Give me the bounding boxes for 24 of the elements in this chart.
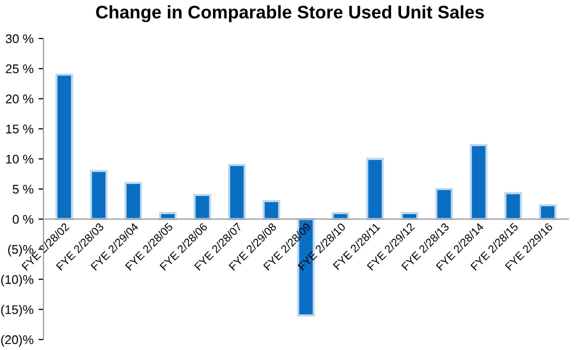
- bar: [124, 182, 142, 220]
- y-tick-label: 5 %: [12, 184, 34, 194]
- bar: [470, 144, 488, 220]
- bar: [538, 204, 556, 220]
- y-tick-label: 30 %: [6, 34, 34, 44]
- bar: [435, 188, 453, 220]
- bar: [332, 212, 350, 220]
- y-tick-label: (15)%: [1, 304, 34, 317]
- y-tick-label: (20)%: [1, 334, 34, 347]
- y-tick-label: 25 %: [6, 64, 34, 74]
- bar: [55, 74, 74, 220]
- bar: [90, 170, 108, 220]
- bar: [400, 212, 418, 220]
- y-tick-label: 0 %: [12, 214, 34, 224]
- bar: [366, 158, 384, 220]
- bar: [262, 200, 280, 220]
- bar: [504, 192, 522, 220]
- y-tick-label: 10 %: [6, 154, 34, 164]
- bar: [194, 194, 212, 220]
- chart-title: Change in Comparable Store Used Unit Sales: [96, 5, 484, 22]
- y-tick-label: 15 %: [6, 124, 34, 134]
- bar: [228, 164, 246, 220]
- y-tick-label: 20 %: [6, 94, 34, 104]
- y-tick-label: (10)%: [1, 274, 34, 286]
